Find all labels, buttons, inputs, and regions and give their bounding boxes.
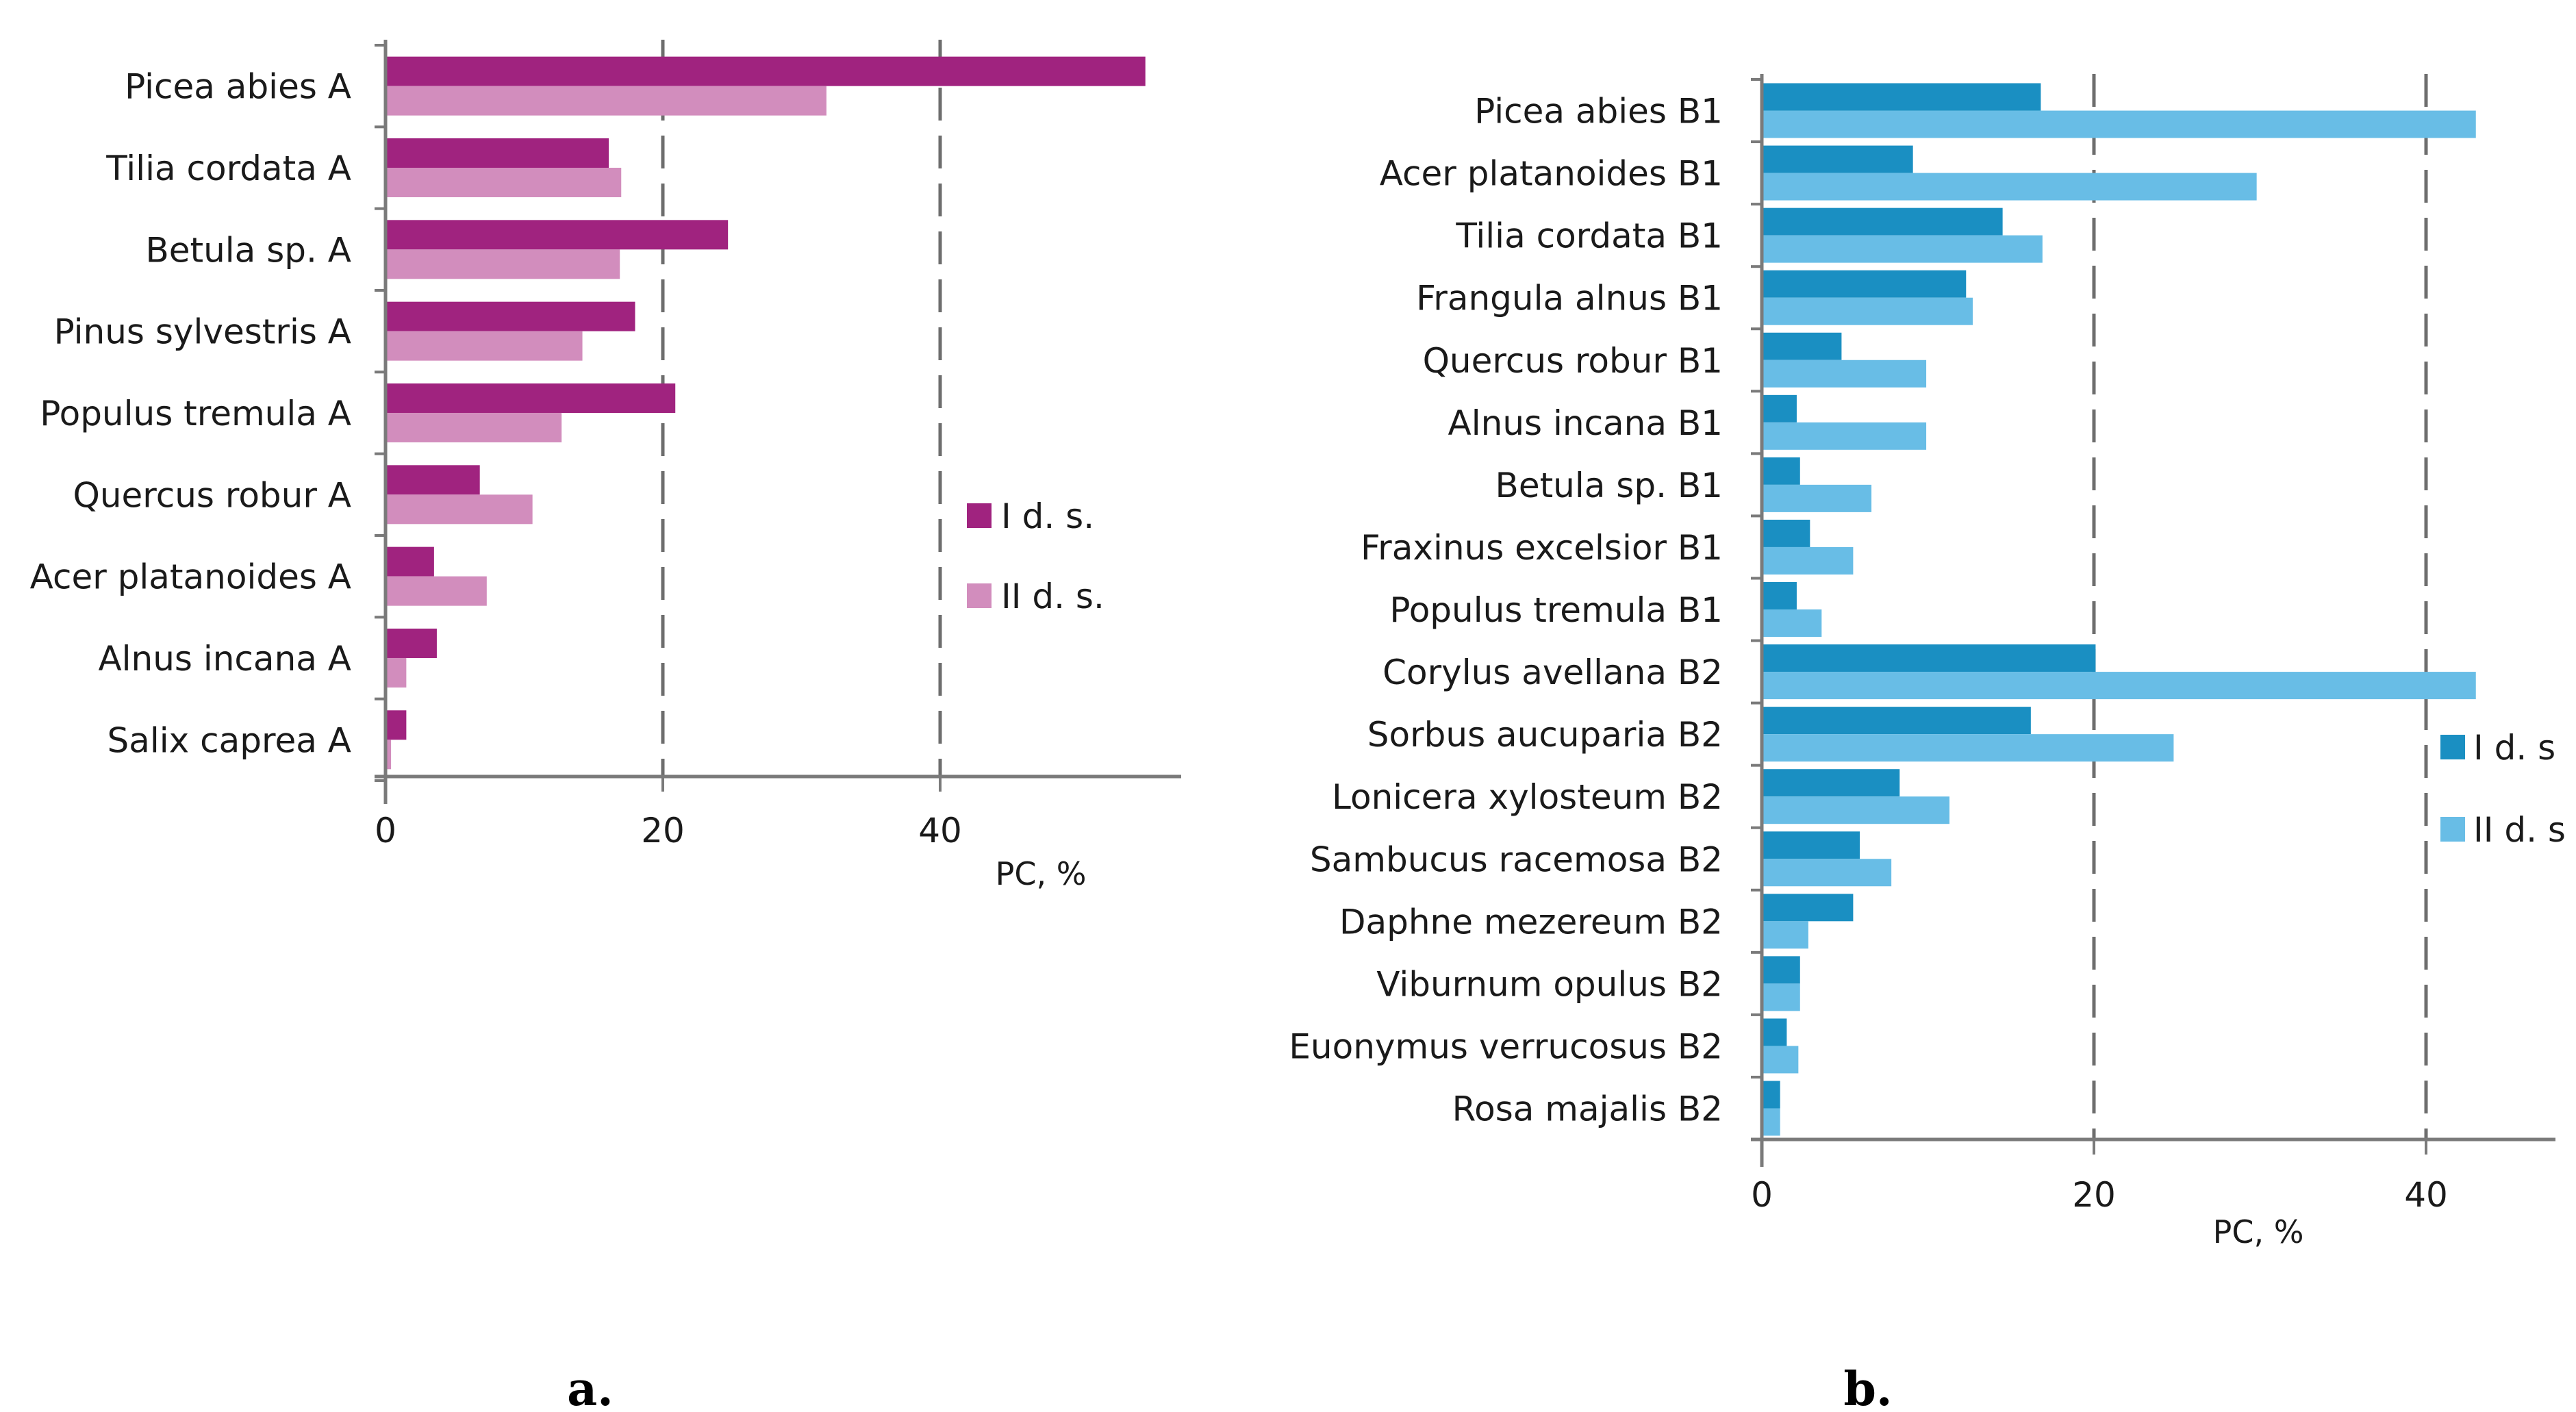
- x-tick-label: 40: [2404, 1175, 2448, 1215]
- bar: [386, 167, 622, 197]
- legend-label: I d. s: [2473, 728, 2555, 768]
- bar: [1762, 921, 1808, 949]
- bar: [386, 465, 480, 495]
- bar: [1762, 110, 2476, 138]
- category-label: Acer platanoides B1: [1380, 154, 1723, 194]
- bar: [386, 546, 434, 577]
- legend-label: I d. s.: [1001, 496, 1094, 536]
- category-label: Tilia cordata B1: [1455, 216, 1723, 256]
- category-label: Corylus avellana B2: [1382, 653, 1723, 692]
- bar: [386, 740, 392, 770]
- x-tick-label: 20: [2072, 1175, 2116, 1215]
- bar: [1762, 956, 1800, 984]
- x-tick-label: 0: [375, 811, 396, 850]
- bar: [1762, 145, 1913, 173]
- bar: [1762, 235, 2043, 263]
- bar: [1762, 83, 2041, 111]
- category-label: Picea abies A: [125, 67, 351, 107]
- bar: [1762, 983, 1800, 1011]
- chart-b: Picea abies B1 Acer platanoides B1 Tilia c…: [1289, 74, 2566, 1412]
- bar: [386, 412, 562, 442]
- category-label: Rosa majalis B2: [1452, 1089, 1723, 1129]
- bar: [1762, 546, 1854, 575]
- legend-swatch: [2440, 735, 2465, 759]
- chart-a: Picea abies A Tilia cordata A Betula sp. A…: [30, 40, 1181, 1412]
- bar: [386, 383, 676, 413]
- bar: [386, 628, 437, 658]
- legend-swatch: [967, 583, 992, 608]
- bar: [1762, 609, 1822, 638]
- category-label: Frangula alnus B1: [1416, 279, 1723, 318]
- bar: [1762, 796, 1950, 824]
- bar: [1762, 270, 1967, 298]
- bar: [1762, 1108, 1780, 1136]
- category-label: Acer platanoides A: [30, 557, 351, 597]
- category-label: Salix caprea A: [108, 720, 351, 760]
- bar: [1762, 484, 1872, 512]
- category-label: Sambucus racemosa B2: [1310, 840, 1723, 879]
- bar: [1762, 332, 1842, 360]
- category-label: Populus tremula B1: [1389, 590, 1723, 630]
- category-label: Quercus robur B1: [1423, 341, 1723, 381]
- x-axis-title: PC, %: [2213, 1213, 2304, 1250]
- bar: [386, 657, 407, 688]
- x-tick-label: 0: [1751, 1175, 1773, 1215]
- legend-label: II d. s: [2473, 810, 2566, 850]
- x-axis-title: PC, %: [996, 855, 1087, 892]
- category-label: Alnus incana A: [98, 639, 351, 679]
- bar: [386, 710, 407, 740]
- category-label: Betula sp. B1: [1495, 466, 1723, 505]
- category-label: Viburnum opulus B2: [1376, 964, 1723, 1004]
- bar: [1762, 297, 1973, 325]
- x-tick-label: 20: [641, 811, 685, 850]
- bar: [386, 138, 609, 168]
- bar: [1762, 734, 2174, 762]
- category-label: Alnus incana B1: [1448, 403, 1723, 443]
- category-label: Sorbus aucuparia B2: [1367, 715, 1723, 755]
- category-label: Populus tremula A: [40, 394, 351, 433]
- bar: [1762, 769, 1900, 797]
- bar: [386, 86, 826, 116]
- bar: [386, 56, 1146, 86]
- bar: [1762, 173, 2257, 201]
- bar: [386, 301, 635, 331]
- panel-label: b.: [1843, 1362, 1892, 1412]
- bar: [386, 331, 583, 361]
- category-label: Picea abies B1: [1474, 92, 1723, 131]
- bar: [386, 494, 533, 525]
- category-label: Lonicera xylosteum B2: [1332, 777, 1723, 817]
- bar: [1762, 1018, 1787, 1046]
- bar: [1762, 644, 2096, 672]
- bar: [386, 576, 487, 606]
- x-tick-label: 40: [918, 811, 962, 850]
- bar: [1762, 1046, 1799, 1074]
- bar: [1762, 457, 1800, 485]
- legend-swatch: [967, 503, 992, 528]
- bar: [1762, 707, 2031, 735]
- bar: [1762, 207, 2003, 236]
- bar: [1762, 831, 1860, 859]
- category-label: Daphne mezereum B2: [1339, 902, 1723, 942]
- bar: [386, 220, 729, 250]
- bar: [1762, 360, 1927, 388]
- bar: [1762, 672, 2476, 700]
- bar: [1762, 519, 1810, 547]
- category-label: Pinus sylvestris A: [54, 312, 351, 352]
- category-label: Quercus robur A: [73, 475, 351, 515]
- category-label: Betula sp. A: [145, 230, 351, 270]
- bar: [1762, 422, 1927, 450]
- bar: [1762, 582, 1797, 610]
- bar: [1762, 859, 1892, 887]
- bar: [1762, 894, 1854, 922]
- legend-swatch: [2440, 817, 2465, 842]
- panel-label: a.: [567, 1362, 614, 1412]
- category-label: Euonymus verrucosus B2: [1289, 1026, 1723, 1066]
- bar: [1762, 1081, 1780, 1109]
- category-label: Tilia cordata A: [105, 149, 351, 188]
- bar: [386, 249, 620, 279]
- category-label: Fraxinus excelsior B1: [1361, 528, 1723, 568]
- legend-label: II d. s.: [1001, 577, 1104, 616]
- bar: [1762, 394, 1797, 423]
